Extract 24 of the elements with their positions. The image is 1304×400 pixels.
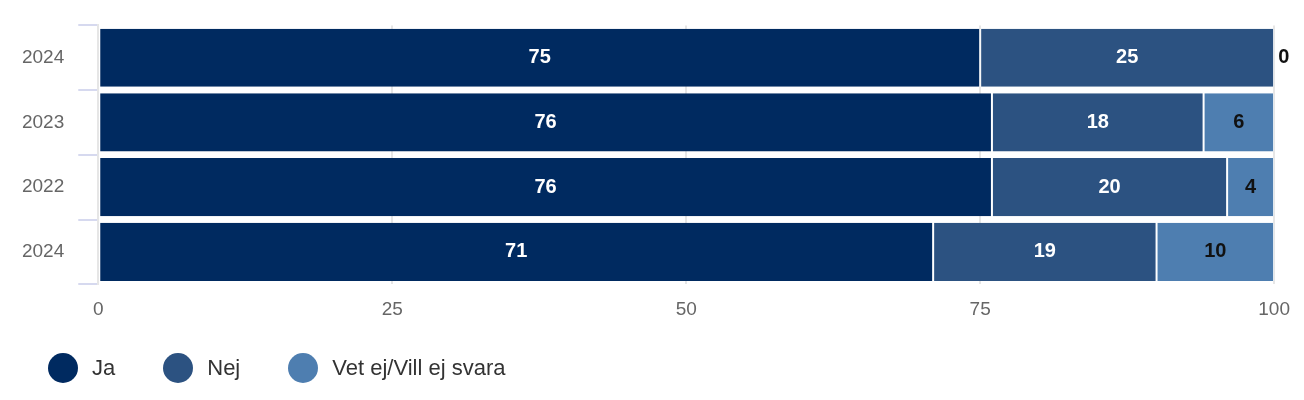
y-tick-label: 2022 <box>21 175 65 197</box>
x-tick-label: 100 <box>1258 297 1290 319</box>
legend-label: Nej <box>207 355 241 381</box>
data-label: 18 <box>1086 109 1109 132</box>
data-label: 10 <box>1204 239 1227 262</box>
data-label: 76 <box>534 109 557 132</box>
data-label: 75 <box>528 45 551 68</box>
y-tick-label: 2024 <box>21 240 65 262</box>
data-label: 71 <box>505 239 528 262</box>
data-label: 19 <box>1033 239 1056 262</box>
legend-label: Vet ej/Vill ej svara <box>332 355 506 381</box>
data-label: 0 <box>1278 45 1290 68</box>
x-tick-label: 0 <box>92 297 104 319</box>
x-tick-label: 50 <box>675 297 697 319</box>
x-tick-label: 75 <box>969 297 991 319</box>
data-label: 76 <box>534 174 557 197</box>
data-label: 20 <box>1098 174 1121 197</box>
data-label: 25 <box>1116 45 1139 68</box>
data-label: 6 <box>1233 109 1245 132</box>
data-label: 4 <box>1245 174 1258 197</box>
legend-label: Ja <box>92 355 116 381</box>
y-tick-label: 2024 <box>21 45 65 67</box>
y-tick-label: 2023 <box>21 110 65 132</box>
x-tick-label: 25 <box>381 297 403 319</box>
